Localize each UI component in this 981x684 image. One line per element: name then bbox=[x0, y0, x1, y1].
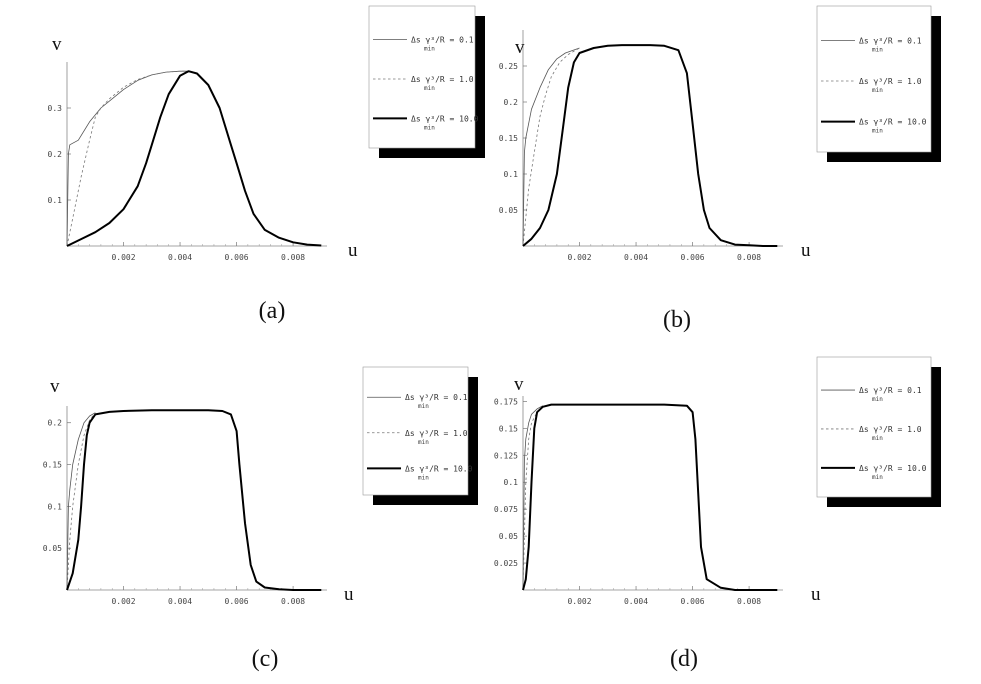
x-tick-label: 0.006 bbox=[225, 597, 249, 606]
x-tick-label: 0.002 bbox=[111, 597, 135, 606]
y-axis-label: v bbox=[52, 34, 62, 55]
legend-subscript: min bbox=[424, 124, 435, 131]
legend-subscript: min bbox=[418, 403, 429, 410]
x-tick-label: 0.008 bbox=[737, 253, 761, 262]
panel-caption: (b) bbox=[663, 307, 691, 333]
series-line-thin bbox=[522, 47, 580, 247]
chart-panel-b: 0.002 0.004 0.006 0.008 0.05 0.1 0.15 0.2 0.25 u v… bbox=[499, 5, 941, 333]
legend-subscript: min bbox=[424, 85, 435, 92]
x-axis-label: u bbox=[801, 240, 811, 261]
legend-label: Δs γ³/R = 1.0 bbox=[859, 77, 922, 86]
y-tick-label: 0.05 bbox=[43, 544, 62, 553]
y-tick-label: 0.1 bbox=[48, 502, 63, 511]
legend-label: Δs γ³/R = 0.1 bbox=[405, 393, 468, 402]
legend-label: Δs γ³/R = 10.0 bbox=[411, 114, 479, 123]
legend-box bbox=[362, 366, 469, 496]
legend-label: Δs γ³/R = 1.0 bbox=[411, 75, 474, 84]
x-tick-label: 0.004 bbox=[624, 597, 648, 606]
legend-label: Δs γ³/R = 1.0 bbox=[405, 429, 468, 438]
x-axis-label: u bbox=[348, 240, 358, 261]
series-line-thin bbox=[66, 412, 96, 591]
panel-caption: (a) bbox=[259, 298, 286, 324]
y-axis-label: v bbox=[514, 374, 524, 395]
x-tick-label: 0.004 bbox=[168, 253, 192, 262]
chart-panel-d: 0.002 0.004 0.006 0.008 0.025 0.05 0.075 0.1 0.1… bbox=[494, 356, 941, 672]
x-tick-label: 0.006 bbox=[681, 597, 705, 606]
series-line-thick bbox=[522, 403, 778, 591]
x-tick-label: 0.004 bbox=[624, 253, 648, 262]
x-tick-label: 0.008 bbox=[737, 597, 761, 606]
series-line-dashed bbox=[522, 405, 544, 591]
y-tick-label: 0.125 bbox=[494, 451, 518, 460]
series-line-dashed bbox=[522, 47, 580, 247]
legend-box bbox=[816, 5, 932, 153]
y-tick-label: 0.2 bbox=[48, 150, 63, 159]
x-tick-label: 0.006 bbox=[681, 253, 705, 262]
legend-subscript: min bbox=[872, 474, 883, 481]
legend-label: Δs γ³/R = 10.0 bbox=[859, 118, 927, 127]
legend-label: Δs γ³/R = 10.0 bbox=[859, 464, 927, 473]
y-tick-label: 0.2 bbox=[504, 98, 519, 107]
y-tick-label: 0.3 bbox=[48, 104, 63, 113]
x-axis-label: u bbox=[811, 584, 821, 605]
series-line-thin bbox=[522, 405, 543, 591]
y-tick-label: 0.15 bbox=[499, 134, 518, 143]
legend-box bbox=[816, 356, 932, 498]
chart-panel-a: 0.002 0.004 0.006 0.008 0.1 0.2 0.3 u v Δs γ³/R =… bbox=[48, 5, 485, 324]
y-tick-label: 0.1 bbox=[48, 196, 63, 205]
y-tick-label: 0.075 bbox=[494, 505, 518, 514]
y-tick-label: 0.1 bbox=[504, 170, 519, 179]
x-tick-label: 0.008 bbox=[281, 253, 305, 262]
panel-caption: (d) bbox=[670, 646, 698, 672]
y-tick-label: 0.05 bbox=[499, 532, 518, 541]
legend-subscript: min bbox=[872, 46, 883, 53]
legend-label: Δs γ³/R = 0.1 bbox=[859, 36, 922, 45]
y-tick-label: 0.025 bbox=[494, 559, 518, 568]
x-tick-label: 0.008 bbox=[281, 597, 305, 606]
legend-subscript: min bbox=[424, 46, 435, 53]
y-tick-label: 0.15 bbox=[43, 461, 62, 470]
series-line-thick bbox=[66, 70, 322, 247]
x-axis-label: u bbox=[344, 584, 354, 605]
legend-subscript: min bbox=[418, 474, 429, 481]
y-tick-label: 0.1 bbox=[504, 478, 519, 487]
series-line-thick bbox=[522, 44, 778, 247]
series-line-thin bbox=[66, 70, 189, 247]
legend-subscript: min bbox=[872, 435, 883, 442]
x-tick-label: 0.002 bbox=[567, 597, 591, 606]
series-line-dashed bbox=[66, 70, 189, 247]
legend-label: Δs γ³/R = 0.1 bbox=[411, 36, 474, 45]
x-tick-label: 0.002 bbox=[111, 253, 135, 262]
y-axis-label: v bbox=[50, 376, 60, 397]
x-tick-label: 0.004 bbox=[168, 597, 192, 606]
legend-subscript: min bbox=[872, 128, 883, 135]
chart-panel-c: 0.002 0.004 0.006 0.008 0.05 0.1 0.15 0.2 u v Δs γ… bbox=[43, 366, 478, 672]
panel-caption: (c) bbox=[252, 646, 279, 672]
y-tick-label: 0.05 bbox=[499, 206, 518, 215]
y-tick-label: 0.2 bbox=[48, 419, 63, 428]
legend-label: Δs γ³/R = 0.1 bbox=[859, 386, 922, 395]
legend-subscript: min bbox=[872, 87, 883, 94]
series-line-dashed bbox=[66, 412, 96, 591]
legend-subscript: min bbox=[418, 439, 429, 446]
series-line-thick bbox=[66, 409, 322, 591]
legend-subscript: min bbox=[872, 396, 883, 403]
y-tick-label: 0.25 bbox=[499, 62, 518, 71]
y-axis-label: v bbox=[515, 37, 525, 58]
legend-label: Δs γ³/R = 1.0 bbox=[859, 425, 922, 434]
y-tick-label: 0.175 bbox=[494, 397, 518, 406]
y-tick-label: 0.15 bbox=[499, 424, 518, 433]
x-tick-label: 0.006 bbox=[225, 253, 249, 262]
legend-label: Δs γ³/R = 10.0 bbox=[405, 464, 473, 473]
legend-box bbox=[368, 5, 476, 149]
x-tick-label: 0.002 bbox=[567, 253, 591, 262]
